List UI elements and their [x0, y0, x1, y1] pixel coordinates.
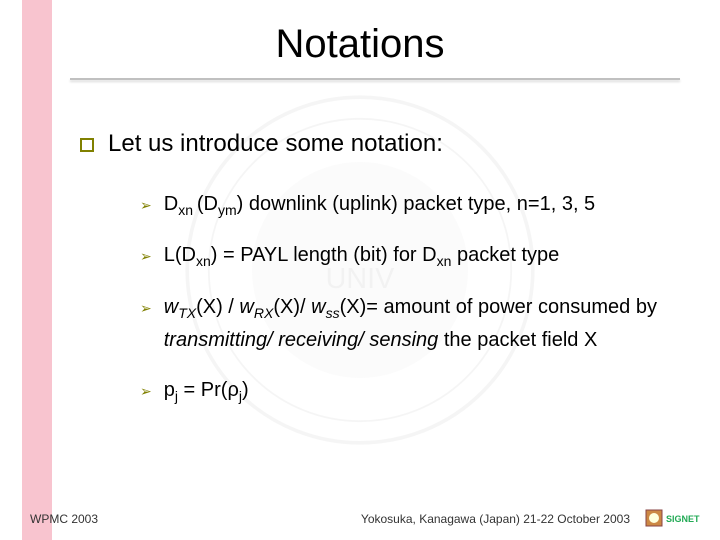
- content-area: Let us introduce some notation: ➢ Dxn (D…: [80, 130, 680, 426]
- item-text-4: pj = Pr(ρj): [164, 374, 680, 407]
- title-underline: [70, 78, 680, 80]
- list-item: ➢ pj = Pr(ρj): [140, 374, 680, 407]
- list-item: ➢ L(Dxn) = PAYL length (bit) for Dxn pac…: [140, 239, 680, 272]
- list-item: ➢ wTX(X) / wRX(X)/ wss(X)= amount of pow…: [140, 291, 680, 356]
- arrow-bullet-icon: ➢: [140, 297, 152, 319]
- signet-logo: SIGNET: [644, 504, 700, 534]
- main-text: Let us introduce some notation:: [108, 130, 443, 158]
- sub-bullet-list: ➢ Dxn (Dym) downlink (uplink) packet typ…: [140, 188, 680, 408]
- item-text-3: wTX(X) / wRX(X)/ wss(X)= amount of power…: [164, 291, 680, 356]
- arrow-bullet-icon: ➢: [140, 380, 152, 402]
- main-bullet-row: Let us introduce some notation:: [80, 130, 680, 158]
- arrow-bullet-icon: ➢: [140, 245, 152, 267]
- slide-title: Notations: [0, 22, 720, 67]
- square-bullet-icon: [80, 138, 94, 152]
- item-text-2: L(Dxn) = PAYL length (bit) for Dxn packe…: [164, 239, 680, 272]
- svg-text:SIGNET: SIGNET: [666, 514, 700, 524]
- list-item: ➢ Dxn (Dym) downlink (uplink) packet typ…: [140, 188, 680, 221]
- footer-right: Yokosuka, Kanagawa (Japan) 21-22 October…: [361, 512, 630, 526]
- left-accent-stripe: [22, 0, 52, 540]
- item-text-1: Dxn (Dym) downlink (uplink) packet type,…: [164, 188, 680, 221]
- footer-left: WPMC 2003: [30, 512, 98, 526]
- arrow-bullet-icon: ➢: [140, 194, 152, 216]
